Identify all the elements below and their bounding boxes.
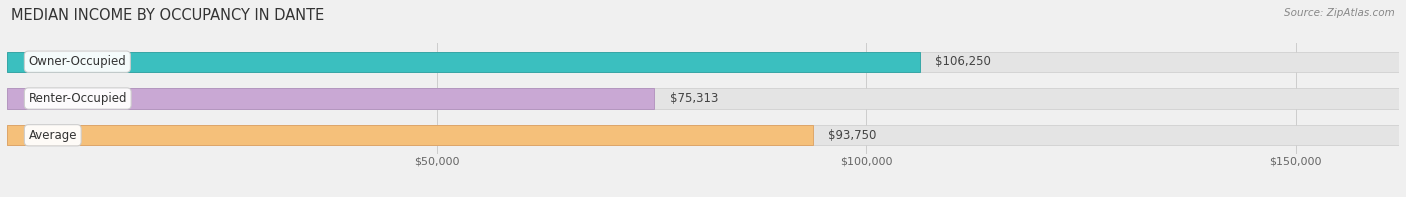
Bar bbox=[7, 88, 654, 109]
Text: $106,250: $106,250 bbox=[935, 55, 991, 68]
Text: Average: Average bbox=[28, 129, 77, 142]
Text: MEDIAN INCOME BY OCCUPANCY IN DANTE: MEDIAN INCOME BY OCCUPANCY IN DANTE bbox=[11, 8, 325, 23]
Bar bbox=[7, 52, 1399, 72]
Text: $75,313: $75,313 bbox=[669, 92, 718, 105]
Bar bbox=[7, 88, 1399, 109]
Bar bbox=[7, 52, 920, 72]
Text: Renter-Occupied: Renter-Occupied bbox=[28, 92, 127, 105]
Text: Source: ZipAtlas.com: Source: ZipAtlas.com bbox=[1284, 8, 1395, 18]
Text: Owner-Occupied: Owner-Occupied bbox=[28, 55, 127, 68]
Text: $93,750: $93,750 bbox=[828, 129, 876, 142]
Bar bbox=[7, 125, 1399, 145]
Bar bbox=[7, 125, 813, 145]
